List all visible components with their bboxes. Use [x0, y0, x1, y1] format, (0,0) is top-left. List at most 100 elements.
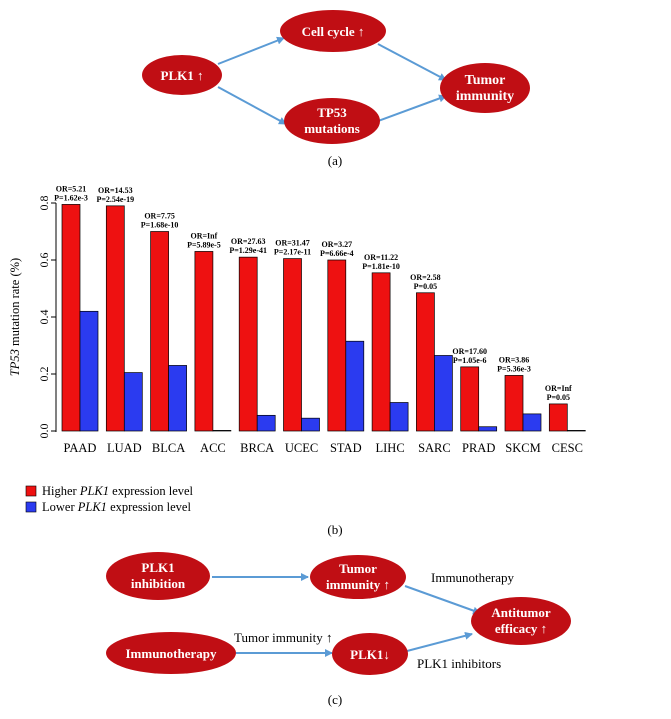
annotation-or: OR=17.60	[452, 347, 487, 356]
y-tick-label: 0.0	[37, 424, 51, 439]
bar-high-blca	[150, 231, 169, 432]
x-category-blca: BLCA	[152, 441, 185, 455]
edge-label-immunotherapy: Immunotherapy	[431, 570, 515, 585]
bars-group	[61, 204, 586, 432]
node-tumor-immunity	[440, 63, 530, 113]
bar-high-stad	[327, 259, 347, 432]
node-tumor-immunity-label-1: Tumor	[465, 73, 506, 88]
annotation-p: P=5.36e-3	[497, 364, 531, 373]
bar-low-stad	[345, 340, 365, 432]
annotation-p: P=2.54e-19	[96, 195, 134, 204]
y-ticks: 0.0 0.2 0.4 0.6 0.8	[37, 196, 56, 439]
annotation-p: P=1.29e-41	[229, 246, 267, 255]
node-plk1-inhibition-label-2: inhibition	[131, 576, 186, 591]
annotation-p: P=1.05e-6	[453, 356, 487, 365]
x-category-ucec: UCEC	[285, 441, 318, 455]
x-category-lihc: LIHC	[376, 441, 405, 455]
node-plk1-up-label: PLK1 ↑	[161, 68, 204, 83]
y-tick-label: 0.2	[37, 367, 51, 382]
panel-b-chart: 0.0 0.2 0.4 0.6 0.8 TP53 mutation rate (%) O…	[8, 184, 586, 537]
bar-high-ucec	[283, 258, 302, 432]
arrow-tumor-to-antitumor	[404, 585, 481, 615]
annotation-or: OR=27.63	[231, 237, 266, 246]
y-tick-label: 0.8	[37, 196, 51, 211]
y-axis-label: TP53 mutation rate (%)	[8, 258, 22, 376]
node-immunotherapy-label: Immunotherapy	[125, 646, 217, 661]
annotation-or: OR=3.27	[322, 240, 353, 249]
x-category-prad: PRAD	[462, 441, 495, 455]
y-tick-label: 0.6	[37, 253, 51, 268]
bar-high-skcm	[504, 375, 524, 432]
bar-low-cesc	[566, 430, 586, 432]
annotation-p: P=5.89e-5	[187, 240, 221, 249]
annotations-group: OR=5.21P=1.62e-3 OR=14.53P=2.54e-19 OR=7.7…	[54, 184, 572, 401]
x-category-brca: BRCA	[240, 441, 274, 455]
legend: Higher PLK1 expression level Lower PLK1 …	[25, 484, 194, 514]
annotation-or: OR=14.53	[98, 186, 133, 195]
bar-high-sarc	[416, 292, 435, 432]
annotation-p: P=1.81e-10	[362, 262, 400, 271]
panel-b-label: (b)	[327, 522, 342, 537]
node-plk1-up	[142, 55, 222, 95]
edge-label-plk1-inhibitors: PLK1 inhibitors	[417, 656, 501, 671]
arrow-plk1-to-cellcycle	[217, 36, 285, 65]
node-tumor-immunity-up-label-1: Tumor	[339, 561, 377, 576]
node-tp53-mutations	[284, 98, 380, 144]
edge-label-tumor-immunity-up: Tumor immunity ↑	[234, 630, 332, 645]
node-plk1-inhibition-label-1: PLK1	[141, 560, 174, 575]
node-cell-cycle	[280, 10, 386, 52]
legend-label-low: Lower PLK1 expression level	[42, 500, 191, 514]
annotation-or: OR=3.86	[499, 355, 530, 364]
legend-label-high: Higher PLK1 expression level	[42, 484, 194, 498]
x-category-paad: PAAD	[64, 441, 97, 455]
bar-high-brca	[238, 256, 258, 432]
bar-high-paad	[61, 204, 81, 432]
x-category-skcm: SKCM	[505, 441, 540, 455]
node-cell-cycle-label: Cell cycle ↑	[302, 24, 365, 39]
annotation-or: OR=5.21	[56, 184, 87, 193]
annotation-p: P=1.68e-10	[141, 221, 179, 230]
node-tumor-immunity-up-label-2: immunity ↑	[326, 577, 390, 592]
annotation-or: OR=Inf	[545, 384, 572, 393]
panel-a-label: (a)	[328, 153, 342, 168]
x-category-acc: ACC	[200, 441, 226, 455]
panel-c: PLK1 inhibition Tumor immunity ↑ Immunot…	[106, 552, 571, 707]
bar-low-luad	[123, 372, 143, 432]
legend-swatch-low	[25, 501, 37, 513]
annotation-p: P=1.62e-3	[54, 193, 88, 202]
bar-low-paad	[79, 310, 99, 432]
panel-c-label: (c)	[328, 692, 342, 707]
bar-low-ucec	[301, 417, 320, 432]
x-category-stad: STAD	[330, 441, 362, 455]
node-antitumor-efficacy	[471, 597, 571, 645]
x-category-sarc: SARC	[418, 441, 451, 455]
arrow-cellcycle-to-tumor	[377, 43, 447, 81]
bar-low-skcm	[522, 413, 542, 432]
y-tick-label: 0.4	[37, 310, 51, 325]
bar-high-acc	[194, 251, 214, 432]
annotation-p: P=0.05	[414, 282, 437, 291]
annotation-or: OR=7.75	[144, 212, 175, 221]
bar-high-cesc	[548, 403, 568, 432]
node-antitumor-label-1: Antitumor	[491, 605, 550, 620]
node-tp53-label-2: mutations	[304, 121, 360, 136]
node-tumor-immunity-label-2: immunity	[456, 89, 514, 104]
bar-low-sarc	[434, 355, 453, 432]
bar-high-lihc	[371, 272, 391, 432]
node-plk1-down	[332, 633, 408, 675]
annotation-p: P=2.17e-11	[274, 248, 311, 257]
bar-low-brca	[256, 414, 276, 432]
node-plk1-inhibition	[106, 552, 210, 600]
annotation-p: P=6.66e-4	[320, 249, 354, 258]
bar-low-lihc	[389, 402, 409, 432]
arrow-plk1-to-antitumor	[406, 631, 473, 652]
node-tp53-label-1: TP53	[317, 105, 347, 120]
x-category-luad: LUAD	[107, 441, 142, 455]
legend-swatch-high	[25, 485, 37, 497]
bar-low-blca	[168, 365, 187, 432]
annotation-or: OR=31.47	[275, 239, 310, 248]
panel-a: PLK1 ↑ Cell cycle ↑ TP53 mutations Tumor…	[142, 10, 530, 168]
annotation-or: OR=Inf	[191, 231, 218, 240]
node-immunotherapy	[106, 632, 236, 674]
